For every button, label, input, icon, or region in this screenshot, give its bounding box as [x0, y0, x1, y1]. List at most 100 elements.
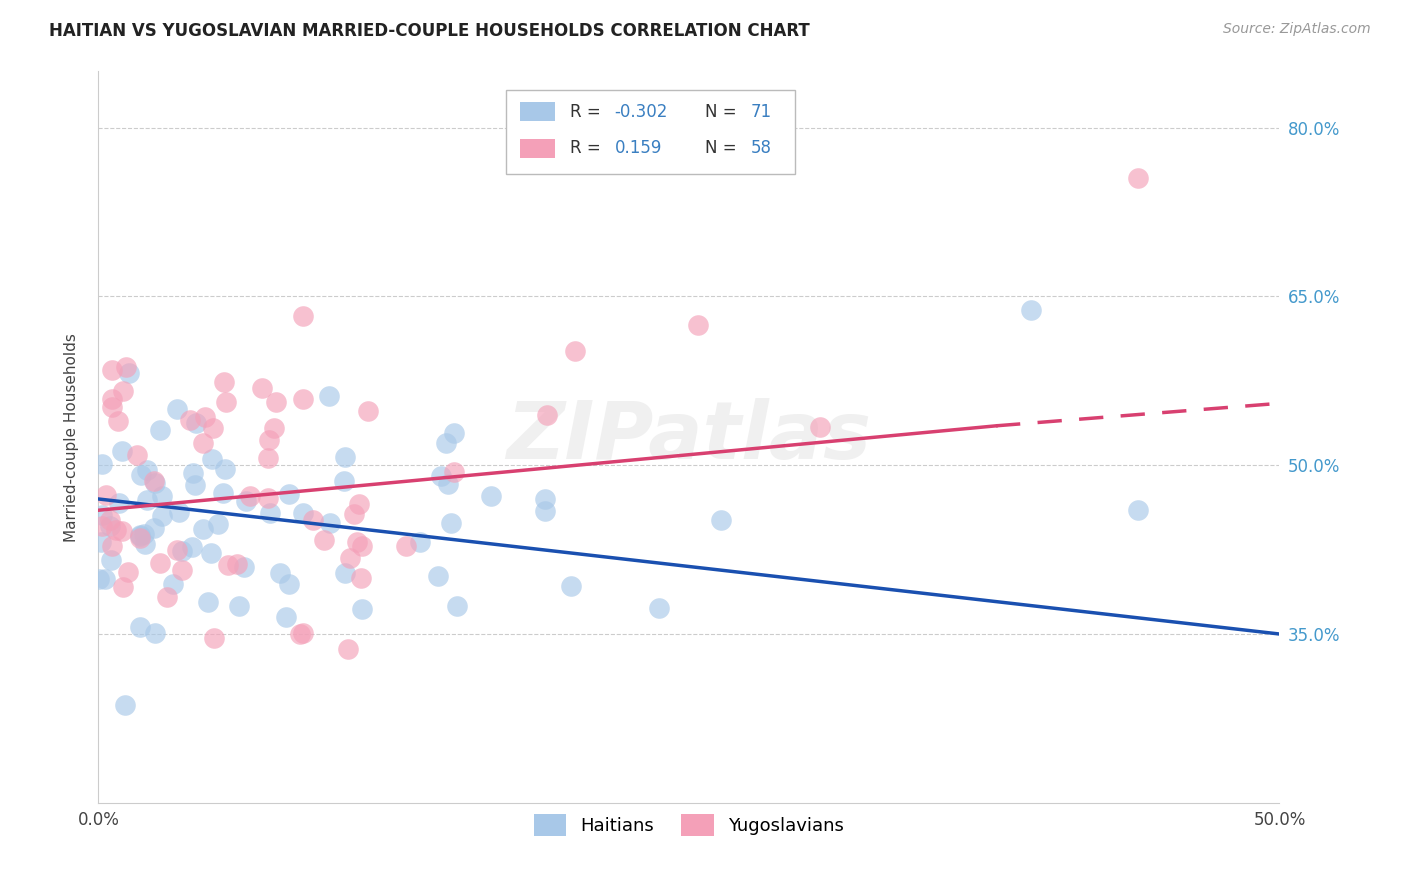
Point [125, 448, 148, 462]
Text: 0.159: 0.159 [614, 139, 662, 157]
Point [111, 444, 134, 458]
Text: N =: N = [706, 103, 742, 120]
Text: N =: N = [706, 139, 742, 157]
Point [1021, 302, 1043, 317]
Point [117, 565, 139, 579]
Point [197, 595, 219, 609]
Point [179, 413, 201, 427]
Point [232, 560, 254, 574]
Point [278, 576, 301, 591]
Point [346, 534, 368, 549]
Point [333, 475, 356, 489]
Point [534, 504, 557, 518]
Point [191, 435, 214, 450]
Point [257, 491, 280, 506]
Point [534, 491, 557, 506]
Point [217, 558, 239, 572]
Point [350, 539, 373, 553]
Point [434, 435, 457, 450]
Point [479, 489, 502, 503]
Point [257, 433, 280, 447]
Point [430, 469, 453, 483]
Point [100, 553, 122, 567]
Point [1126, 171, 1149, 186]
Point [239, 489, 262, 503]
Point [318, 389, 340, 403]
Point [186, 416, 208, 430]
Legend: Haitians, Yugoslavians: Haitians, Yugoslavians [524, 805, 853, 845]
Point [201, 451, 224, 466]
Point [94, 487, 117, 501]
Point [191, 522, 214, 536]
Point [166, 542, 188, 557]
Point [128, 529, 150, 543]
Point [143, 521, 166, 535]
Point [319, 516, 342, 531]
Point [101, 363, 124, 377]
Point [90, 518, 112, 533]
Point [98, 513, 121, 527]
Point [1126, 503, 1149, 517]
Text: R =: R = [569, 139, 610, 157]
Point [101, 539, 124, 553]
Point [156, 590, 179, 604]
Point [90, 535, 112, 549]
Text: Source: ZipAtlas.com: Source: ZipAtlas.com [1223, 22, 1371, 37]
Point [128, 531, 150, 545]
Point [564, 343, 586, 358]
Point [214, 462, 236, 476]
Point [89, 572, 111, 586]
Point [149, 556, 172, 570]
Y-axis label: Married-couple Households: Married-couple Households [65, 333, 79, 541]
Text: ZIPatlas: ZIPatlas [506, 398, 872, 476]
Point [443, 465, 465, 479]
Point [111, 524, 134, 538]
Point [167, 505, 190, 519]
Point [112, 580, 135, 594]
Point [333, 450, 356, 465]
Point [302, 513, 325, 527]
Point [98, 519, 121, 533]
Point [114, 698, 136, 712]
Point [129, 467, 152, 482]
Point [143, 474, 166, 488]
Point [128, 620, 150, 634]
Point [710, 513, 733, 527]
Point [235, 493, 257, 508]
Point [395, 539, 418, 553]
Point [107, 414, 129, 428]
Point [107, 496, 129, 510]
Point [437, 477, 460, 491]
Point [257, 450, 280, 465]
Point [426, 569, 449, 583]
Point [172, 563, 194, 577]
Point [212, 375, 235, 389]
Point [184, 477, 207, 491]
Point [440, 516, 463, 530]
Point [207, 517, 229, 532]
Point [115, 359, 138, 374]
Point [211, 486, 233, 500]
Text: R =: R = [569, 103, 606, 120]
Point [291, 392, 314, 406]
Text: 58: 58 [751, 139, 772, 157]
Point [686, 318, 709, 332]
Point [292, 626, 315, 640]
Point [91, 508, 114, 522]
Point [808, 420, 831, 434]
FancyBboxPatch shape [520, 102, 555, 121]
Point [149, 423, 172, 437]
Point [336, 641, 359, 656]
Point [292, 309, 315, 323]
Point [277, 487, 299, 501]
FancyBboxPatch shape [506, 90, 796, 174]
Point [200, 546, 222, 560]
Point [333, 566, 356, 581]
Point [226, 557, 249, 571]
Point [446, 599, 468, 613]
Point [259, 506, 281, 520]
Point [352, 602, 374, 616]
Point [145, 626, 167, 640]
Point [101, 392, 124, 406]
Point [105, 524, 128, 538]
